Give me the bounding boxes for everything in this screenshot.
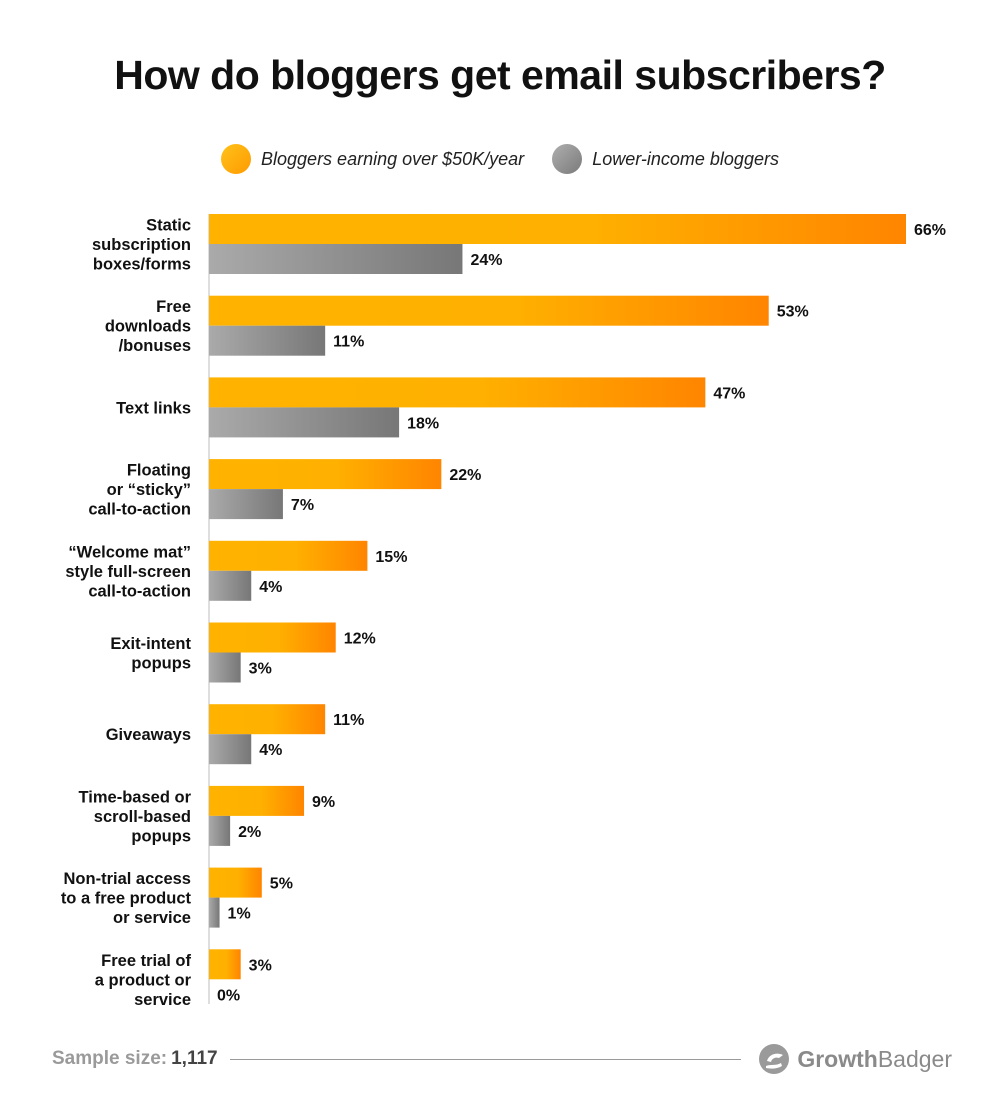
category-label-row-10: Free trial of a product or service	[95, 952, 192, 1009]
sample-size-label: Sample size:	[52, 1048, 168, 1069]
bar-lower-income-row-1	[209, 244, 463, 274]
brand-logo: Growth Badger	[757, 1042, 952, 1076]
bar-high-income-row-2	[209, 295, 769, 326]
value-label-lower-income-row-3: 18%	[407, 415, 439, 432]
bar-lower-income-row-9	[209, 897, 220, 928]
chart-footer: Sample size: 1,117 Growth Badger	[52, 1044, 952, 1074]
value-label-lower-income-row-6: 3%	[249, 661, 272, 678]
value-label-lower-income-row-8: 2%	[238, 824, 261, 841]
bar-chart: Static subscription boxes/forms 66% 24% Free d…	[61, 214, 946, 1009]
bar-high-income-row-1	[209, 214, 906, 244]
bar-high-income-row-4	[209, 459, 442, 490]
category-label-row-5: “Welcome mat” style full-screen call-to-ac…	[65, 543, 191, 600]
bar-high-income-row-7	[209, 704, 326, 735]
bar-lower-income-row-5	[209, 570, 252, 601]
category-label-row-6: Exit-intent popups	[110, 635, 191, 673]
bars-group: Static subscription boxes/forms 66% 24% Free d…	[61, 214, 946, 1009]
value-label-high-income-row-6: 12%	[344, 631, 376, 648]
value-label-lower-income-row-2: 11%	[333, 334, 364, 351]
value-label-high-income-row-10: 3%	[249, 957, 272, 974]
legend-item-lower-income: Lower-income bloggers	[552, 144, 779, 174]
legend-label-lower-income: Lower-income bloggers	[592, 148, 779, 169]
value-label-high-income-row-4: 22%	[449, 467, 481, 484]
value-label-lower-income-row-7: 4%	[259, 742, 282, 759]
bar-high-income-row-3	[209, 377, 706, 408]
category-label-row-1: Static subscription boxes/forms	[92, 217, 191, 274]
bar-high-income-row-5	[209, 540, 368, 571]
category-label-row-4: Floating or “sticky” call-to-action	[88, 462, 191, 519]
brand-name-part2: Badger	[877, 1045, 952, 1072]
bar-high-income-row-9	[209, 867, 262, 898]
legend-swatch-lower-income	[552, 144, 583, 174]
value-label-high-income-row-8: 9%	[312, 794, 335, 811]
sample-size: Sample size: 1,117	[52, 1048, 218, 1070]
bar-lower-income-row-2	[209, 325, 326, 356]
growthbadger-logo-icon	[759, 1044, 790, 1074]
category-label-row-3: Text links	[116, 399, 191, 417]
value-label-lower-income-row-4: 7%	[291, 497, 314, 514]
chart-legend: Bloggers earning over $50K/year Lower-in…	[0, 144, 1000, 174]
value-label-high-income-row-9: 5%	[270, 876, 293, 893]
value-label-high-income-row-3: 47%	[713, 385, 745, 402]
category-label-row-7: Giveaways	[106, 726, 191, 744]
category-label-row-8: Time-based or scroll-based popups	[79, 788, 192, 845]
bar-lower-income-row-4	[209, 489, 283, 520]
category-label-row-2: Free downloads/bonuses	[105, 298, 191, 355]
category-label-row-9: Non-trial access to a free product or serv…	[61, 870, 192, 927]
bar-lower-income-row-6	[209, 652, 241, 683]
value-label-high-income-row-5: 15%	[375, 549, 407, 566]
legend-swatch-high-income	[221, 144, 252, 174]
value-label-lower-income-row-10: 0%	[217, 987, 240, 1004]
value-label-lower-income-row-9: 1%	[228, 906, 251, 923]
value-label-lower-income-row-5: 4%	[259, 579, 282, 596]
bar-lower-income-row-3	[209, 407, 400, 438]
legend-label-high-income: Bloggers earning over $50K/year	[261, 148, 525, 169]
value-label-high-income-row-2: 53%	[777, 304, 809, 321]
bar-high-income-row-8	[209, 785, 305, 816]
value-label-high-income-row-1: 66%	[914, 222, 946, 239]
bar-high-income-row-6	[209, 622, 336, 653]
value-label-high-income-row-7: 11%	[333, 712, 364, 729]
bar-high-income-row-10	[209, 949, 241, 980]
bar-lower-income-row-7	[209, 734, 252, 765]
bar-lower-income-row-8	[209, 815, 231, 846]
value-label-lower-income-row-1: 24%	[470, 252, 502, 269]
chart-title: How do bloggers get email subscribers?	[114, 52, 886, 98]
footer-divider	[229, 1058, 742, 1060]
legend-item-high-income: Bloggers earning over $50K/year	[221, 144, 524, 174]
sample-size-value: 1,117	[171, 1048, 218, 1069]
brand-name-part1: Growth	[797, 1045, 878, 1072]
